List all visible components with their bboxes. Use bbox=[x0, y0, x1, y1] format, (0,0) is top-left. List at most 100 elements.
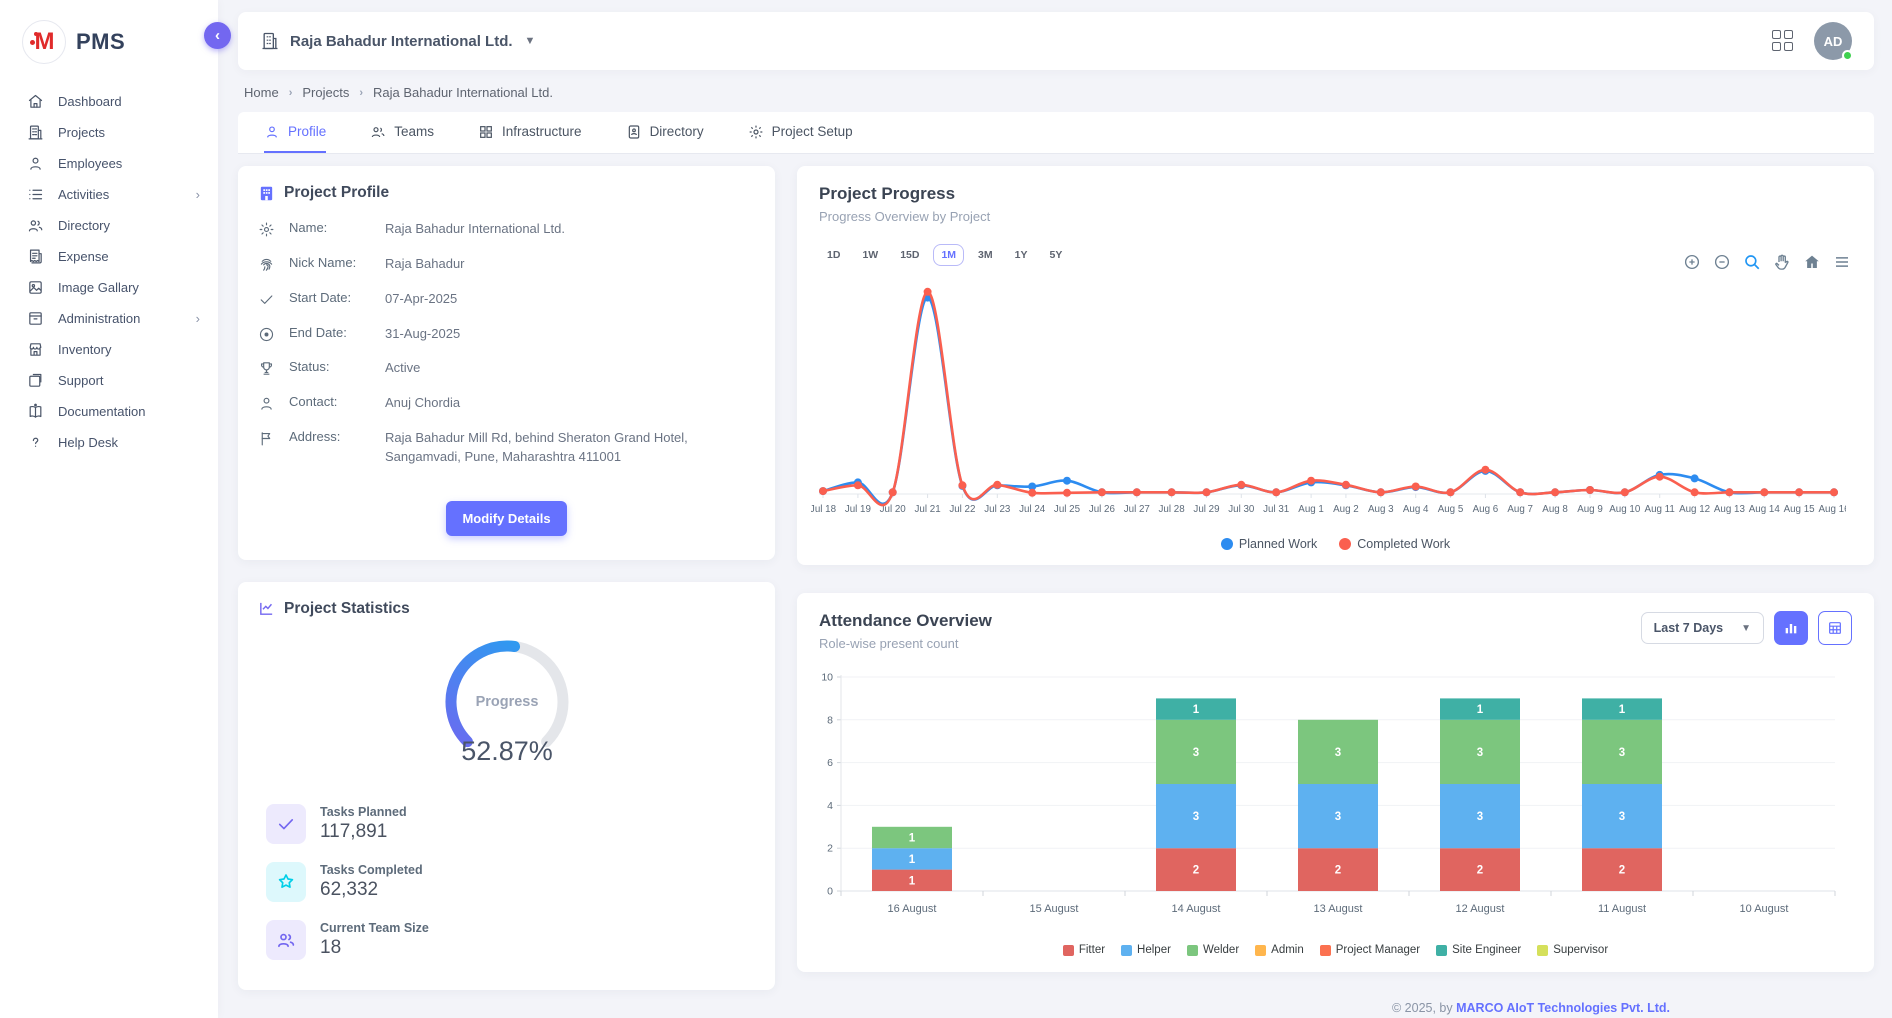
svg-text:8: 8 bbox=[827, 714, 833, 726]
profile-field-row: Name: Raja Bahadur International Ltd. bbox=[258, 220, 755, 239]
svg-text:13 August: 13 August bbox=[1314, 903, 1363, 915]
legend-swatch-icon bbox=[1121, 945, 1132, 956]
range-button-1w[interactable]: 1W bbox=[854, 244, 886, 266]
table-icon bbox=[1827, 620, 1843, 636]
field-value: 07-Apr-2025 bbox=[385, 290, 457, 309]
field-label: Nick Name: bbox=[289, 255, 385, 270]
range-button-3m[interactable]: 3M bbox=[970, 244, 1001, 266]
sidebar-item-support[interactable]: Support bbox=[0, 365, 218, 396]
online-status-dot bbox=[1842, 50, 1853, 61]
sidebar-item-documentation[interactable]: Documentation bbox=[0, 396, 218, 427]
svg-text:Aug 15: Aug 15 bbox=[1784, 504, 1816, 515]
legend-item-supervisor[interactable]: Supervisor bbox=[1537, 944, 1608, 956]
svg-text:Jul 21: Jul 21 bbox=[915, 504, 941, 515]
sidebar-collapse-button[interactable]: ‹ bbox=[204, 22, 231, 49]
zoom-out-icon[interactable] bbox=[1712, 252, 1732, 272]
selection-zoom-icon[interactable] bbox=[1742, 252, 1762, 272]
svg-text:2: 2 bbox=[827, 843, 833, 855]
stat-item-current-team-size: Current Team Size 18 bbox=[266, 920, 755, 960]
tab-profile[interactable]: Profile bbox=[264, 112, 326, 153]
sidebar-item-employees[interactable]: Employees bbox=[0, 148, 218, 179]
svg-text:10 August: 10 August bbox=[1740, 903, 1789, 915]
stat-label: Current Team Size bbox=[320, 921, 429, 935]
tab-infrastructure[interactable]: Infrastructure bbox=[478, 112, 582, 153]
image-icon bbox=[27, 279, 44, 296]
zoom-in-icon[interactable] bbox=[1682, 252, 1702, 272]
table-view-button[interactable] bbox=[1818, 611, 1852, 645]
range-button-5y[interactable]: 5Y bbox=[1041, 244, 1070, 266]
sidebar-item-administration[interactable]: Administration› bbox=[0, 303, 218, 334]
date-filter-select[interactable]: Last 7 Days ▼ bbox=[1641, 612, 1764, 644]
legend-item-site-engineer[interactable]: Site Engineer bbox=[1436, 944, 1521, 956]
svg-text:Jul 19: Jul 19 bbox=[845, 504, 871, 515]
legend-item-completed-work[interactable]: Completed Work bbox=[1339, 537, 1450, 551]
menu-icon[interactable] bbox=[1832, 252, 1852, 272]
grid-icon bbox=[478, 124, 494, 140]
sidebar-item-label: Support bbox=[58, 373, 104, 388]
svg-text:2: 2 bbox=[1477, 865, 1483, 877]
sidebar-item-label: Documentation bbox=[58, 404, 145, 419]
home-icon bbox=[27, 93, 44, 110]
range-button-1m[interactable]: 1M bbox=[933, 244, 964, 266]
modify-details-button[interactable]: Modify Details bbox=[446, 501, 566, 536]
tab-teams[interactable]: Teams bbox=[370, 112, 434, 153]
sidebar-item-label: Directory bbox=[58, 218, 110, 233]
sidebar-item-inventory[interactable]: Inventory bbox=[0, 334, 218, 365]
range-button-1d[interactable]: 1D bbox=[819, 244, 848, 266]
sidebar-item-image-gallary[interactable]: Image Gallary bbox=[0, 272, 218, 303]
svg-text:1: 1 bbox=[909, 833, 916, 845]
breadcrumb-home[interactable]: Home bbox=[244, 85, 279, 100]
sidebar-item-help-desk[interactable]: Help Desk bbox=[0, 427, 218, 458]
sidebar-item-activities[interactable]: Activities› bbox=[0, 179, 218, 210]
legend-item-fitter[interactable]: Fitter bbox=[1063, 944, 1105, 956]
sidebar-item-directory[interactable]: Directory bbox=[0, 210, 218, 241]
building-icon bbox=[27, 124, 44, 141]
legend-item-project-manager[interactable]: Project Manager bbox=[1320, 944, 1420, 956]
field-value: Raja Bahadur International Ltd. bbox=[385, 220, 565, 239]
legend-item-planned-work[interactable]: Planned Work bbox=[1221, 537, 1317, 551]
svg-text:Jul 29: Jul 29 bbox=[1193, 504, 1219, 515]
stat-item-tasks-completed: Tasks Completed 62,332 bbox=[266, 862, 755, 902]
flag-icon bbox=[258, 430, 275, 447]
breadcrumb-projects[interactable]: Projects bbox=[302, 85, 349, 100]
chart-view-button[interactable] bbox=[1774, 611, 1808, 645]
svg-text:Aug 13: Aug 13 bbox=[1714, 504, 1746, 515]
home-reset-icon[interactable] bbox=[1802, 252, 1822, 272]
breadcrumb-current: Raja Bahadur International Ltd. bbox=[373, 85, 553, 100]
svg-text:3: 3 bbox=[1477, 811, 1483, 823]
sidebar: M PMS Dashboard Projects Employees Activ… bbox=[0, 0, 218, 1018]
sidebar-item-expense[interactable]: Expense bbox=[0, 241, 218, 272]
card-subtitle: Progress Overview by Project bbox=[819, 209, 1852, 224]
tab-project-setup[interactable]: Project Setup bbox=[748, 112, 853, 153]
gear-icon bbox=[748, 124, 764, 140]
profile-field-row: Start Date: 07-Apr-2025 bbox=[258, 290, 755, 309]
svg-text:Aug 11: Aug 11 bbox=[1645, 504, 1675, 515]
footer-company-link[interactable]: MARCO AIoT Technologies Pvt. Ltd. bbox=[1456, 1001, 1670, 1015]
legend-item-welder[interactable]: Welder bbox=[1187, 944, 1239, 956]
field-label: Start Date: bbox=[289, 290, 385, 305]
chevron-right-icon: › bbox=[196, 311, 200, 326]
svg-text:4: 4 bbox=[827, 800, 833, 812]
range-button-15d[interactable]: 15D bbox=[892, 244, 927, 266]
legend-item-admin[interactable]: Admin bbox=[1255, 944, 1304, 956]
tab-directory[interactable]: Directory bbox=[626, 112, 704, 153]
pan-icon[interactable] bbox=[1772, 252, 1792, 272]
stat-value: 62,332 bbox=[320, 879, 423, 901]
apps-grid-button[interactable] bbox=[1772, 30, 1794, 52]
range-button-1y[interactable]: 1Y bbox=[1007, 244, 1036, 266]
user-avatar[interactable]: AD bbox=[1814, 22, 1852, 60]
legend-swatch-icon bbox=[1063, 945, 1074, 956]
sidebar-item-dashboard[interactable]: Dashboard bbox=[0, 86, 218, 117]
svg-text:1: 1 bbox=[1619, 704, 1626, 716]
svg-text:14 August: 14 August bbox=[1172, 903, 1221, 915]
sidebar-item-projects[interactable]: Projects bbox=[0, 117, 218, 148]
svg-text:1: 1 bbox=[909, 854, 916, 866]
gauge-label: Progress bbox=[475, 694, 538, 710]
profile-field-row: End Date: 31-Aug-2025 bbox=[258, 325, 755, 344]
sidebar-menu: Dashboard Projects Employees Activities›… bbox=[0, 82, 218, 458]
svg-text:16 August: 16 August bbox=[888, 903, 937, 915]
company-selector[interactable]: Raja Bahadur International Ltd. ▼ bbox=[260, 31, 535, 51]
legend-item-helper[interactable]: Helper bbox=[1121, 944, 1171, 956]
sidebar-item-label: Activities bbox=[58, 187, 109, 202]
svg-text:3: 3 bbox=[1619, 811, 1625, 823]
